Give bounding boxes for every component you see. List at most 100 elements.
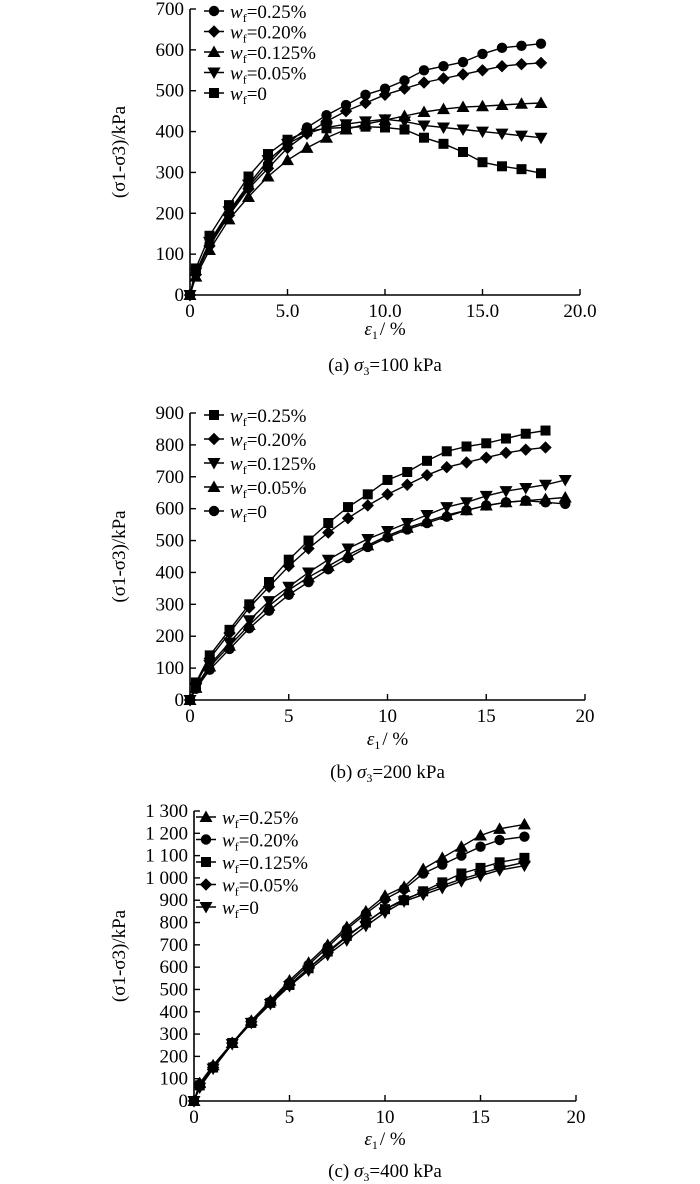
legend-entry: wf=0.20% (204, 430, 307, 453)
y-tick-label: 600 (160, 957, 189, 978)
y-axis-label: (σ1-σ3)/kPa (109, 105, 130, 198)
data-point (340, 935, 354, 947)
y-tick-label: 200 (156, 626, 185, 647)
x-tick-label: 15 (477, 706, 496, 727)
x-tick-label: 0 (189, 1107, 199, 1128)
y-tick-label: 600 (156, 499, 185, 520)
data-point (402, 524, 413, 535)
data-point (343, 502, 353, 513)
data-point (244, 1017, 258, 1030)
data-point (481, 438, 492, 449)
data-point (398, 82, 411, 95)
legend-marker (200, 834, 212, 845)
data-point (540, 497, 551, 508)
data-point (321, 123, 332, 134)
data-point (193, 1082, 207, 1095)
data-point (437, 859, 448, 870)
data-point (242, 190, 255, 202)
data-point (378, 88, 392, 101)
y-tick-label: 200 (160, 1046, 189, 1067)
x-tick-label: 0 (185, 706, 195, 727)
data-point (399, 75, 410, 86)
y-tick-label: 200 (156, 203, 185, 224)
series-line (189, 446, 546, 701)
data-point (398, 883, 410, 895)
x-tick-label: 10.0 (368, 301, 401, 322)
data-point (263, 998, 277, 1011)
data-point (495, 98, 509, 111)
x-tick-label: 5 (284, 706, 294, 727)
data-point (190, 263, 201, 274)
data-point (558, 474, 572, 487)
data-point (190, 683, 202, 695)
series-line (189, 118, 542, 296)
data-point (435, 882, 449, 895)
data-point (225, 1039, 239, 1051)
legend-label: wf=0 (222, 898, 259, 921)
chart-panel-a: 0 5.0 10.0 15.0 20.0 0 100 200 300 400 500 600 700 (σ… (109, 0, 597, 378)
y-tick-label: 500 (156, 531, 185, 552)
data-point (204, 230, 215, 241)
data-point (224, 200, 234, 211)
x-axis-label: ε1/ % (367, 729, 409, 752)
y-tick-label: 1 000 (145, 868, 188, 889)
legend-label: wf=0.20% (222, 831, 299, 854)
y-tick-label: 0 (175, 690, 185, 711)
y-tick-label: 800 (160, 913, 189, 934)
data-point (342, 552, 354, 564)
data-point (222, 212, 236, 225)
data-point (435, 851, 449, 863)
data-point (495, 128, 509, 141)
data-point (474, 870, 487, 883)
y-tick-label: 1 200 (145, 823, 188, 844)
data-point (497, 161, 507, 172)
x-tick-label: 20.0 (563, 301, 596, 322)
data-point (283, 554, 294, 565)
data-point (501, 433, 511, 444)
data-point (517, 817, 531, 830)
legend-label: wf=0.125% (230, 454, 316, 477)
x-tick-label: 15.0 (466, 301, 499, 322)
data-point (339, 104, 353, 118)
data-point (302, 126, 312, 137)
y-tick-label: 900 (160, 890, 189, 911)
data-point (382, 474, 393, 485)
data-point (477, 157, 488, 168)
data-point (495, 60, 509, 73)
data-point (360, 89, 371, 101)
data-point (417, 105, 431, 117)
data-point (303, 535, 314, 546)
y-tick-label: 500 (156, 81, 185, 102)
data-point (519, 443, 532, 456)
legend-marker (207, 45, 221, 57)
data-point (300, 141, 314, 153)
data-point (454, 840, 468, 852)
legend-entry: wf=0.25% (204, 406, 307, 429)
data-point (401, 478, 414, 491)
legend-label: wf=0.20% (230, 23, 307, 46)
y-tick-label: 900 (156, 403, 185, 424)
legend-entry: wf=0.25% (196, 808, 299, 831)
series-wf=0 (185, 121, 546, 300)
y-tick-label: 400 (160, 1002, 189, 1023)
data-point (302, 965, 316, 977)
data-point (461, 505, 472, 516)
data-point (379, 893, 391, 905)
legend-label: wf=0.25% (222, 808, 299, 831)
series-wf=0 (184, 495, 571, 706)
data-point (243, 601, 256, 614)
data-point (204, 664, 215, 675)
legend-marker (208, 505, 220, 517)
data-point (516, 40, 527, 51)
legend-label: wf=0.25% (230, 406, 307, 429)
data-point (303, 576, 314, 588)
y-tick-label: 100 (156, 244, 185, 265)
data-point (422, 455, 432, 466)
legend-marker (208, 5, 220, 17)
data-point (417, 76, 431, 89)
legend-marker (199, 902, 213, 914)
legend-entry: wf=0 (196, 898, 259, 921)
y-tick-label: 300 (156, 594, 185, 615)
legend-label: wf=0.05% (222, 876, 299, 899)
